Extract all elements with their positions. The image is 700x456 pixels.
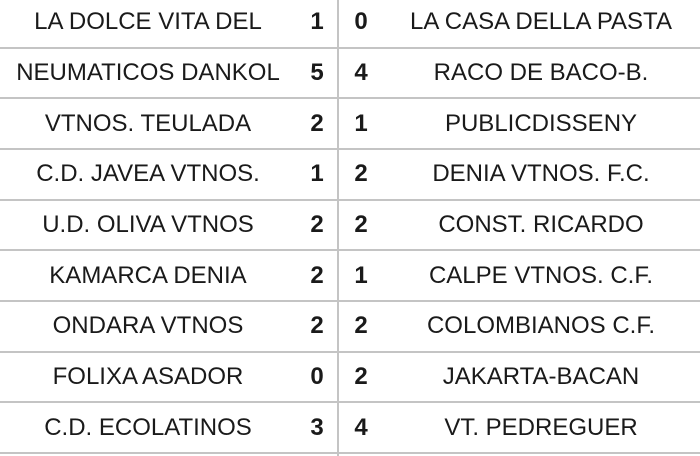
away-team: CONST. RICARDO — [438, 210, 644, 238]
away-team: RACO DE BACO-B. — [433, 58, 649, 86]
home-team: LA DOLCE VITA DEL — [34, 8, 262, 36]
home-score: 0 — [310, 362, 324, 390]
away-team: CALPE VTNOS. C.F. — [428, 261, 654, 289]
table-row: C.D. JAVEA VTNOS. 1 2 DENIA VTNOS. F.C. — [0, 150, 700, 201]
table-row: U.D. OLIVA VTNOS 2 2 CONST. RICARDO — [0, 201, 700, 252]
away-score: 2 — [354, 210, 368, 238]
table-row: ONDARA VTNOS 2 2 COLOMBIANOS C.F. — [0, 302, 700, 353]
home-score: 2 — [310, 210, 324, 238]
away-team: COLOMBIANOS C.F. — [426, 312, 656, 340]
away-team: DENIA VTNOS. F.C. — [432, 160, 650, 188]
home-team: C.D. JAVEA VTNOS. — [36, 160, 260, 188]
away-team: PUBLICDISSENY — [444, 109, 638, 137]
away-score: 4 — [354, 413, 368, 441]
home-score: 5 — [310, 58, 324, 86]
home-team: C.D. ECOLATINOS — [44, 413, 252, 441]
home-team: KAMARCA DENIA — [49, 261, 247, 289]
away-score: 0 — [354, 8, 368, 36]
table-row: NEUMATICOS DANKOL 5 4 RACO DE BACO-B. — [0, 49, 700, 100]
away-score: 2 — [354, 312, 368, 340]
away-score: 4 — [354, 58, 368, 86]
away-team: JAKARTA-BACAN — [442, 362, 640, 390]
away-score: 2 — [354, 160, 368, 188]
home-score: 2 — [310, 109, 324, 137]
home-team: FOLIXA ASADOR — [52, 362, 244, 390]
table-row: VTNOS. TEULADA 2 1 PUBLICDISSENY — [0, 99, 700, 150]
home-score: 1 — [310, 8, 324, 36]
home-score: 3 — [310, 413, 324, 441]
home-team: NEUMATICOS DANKOL — [16, 58, 280, 86]
home-team: VTNOS. TEULADA — [44, 109, 252, 137]
table-row: LA DOLCE VITA DEL 1 0 LA CASA DELLA PASTA — [0, 0, 700, 49]
home-score: 1 — [310, 160, 324, 188]
away-score: 1 — [354, 109, 368, 137]
away-score: 1 — [354, 261, 368, 289]
table-row: FOLIXA ASADOR 0 2 JAKARTA-BACAN — [0, 353, 700, 404]
table-row: KAMARCA DENIA 2 1 CALPE VTNOS. C.F. — [0, 251, 700, 302]
away-team: LA CASA DELLA PASTA — [410, 8, 672, 36]
column-divider — [337, 0, 339, 456]
table-row: C.D. ECOLATINOS 3 4 VT. PEDREGUER — [0, 403, 700, 454]
home-team: U.D. OLIVA VTNOS — [42, 210, 254, 238]
home-score: 2 — [310, 312, 324, 340]
home-team: ONDARA VTNOS — [52, 312, 244, 340]
away-team: VT. PEDREGUER — [444, 413, 638, 441]
away-score: 2 — [354, 362, 368, 390]
home-score: 2 — [310, 261, 324, 289]
